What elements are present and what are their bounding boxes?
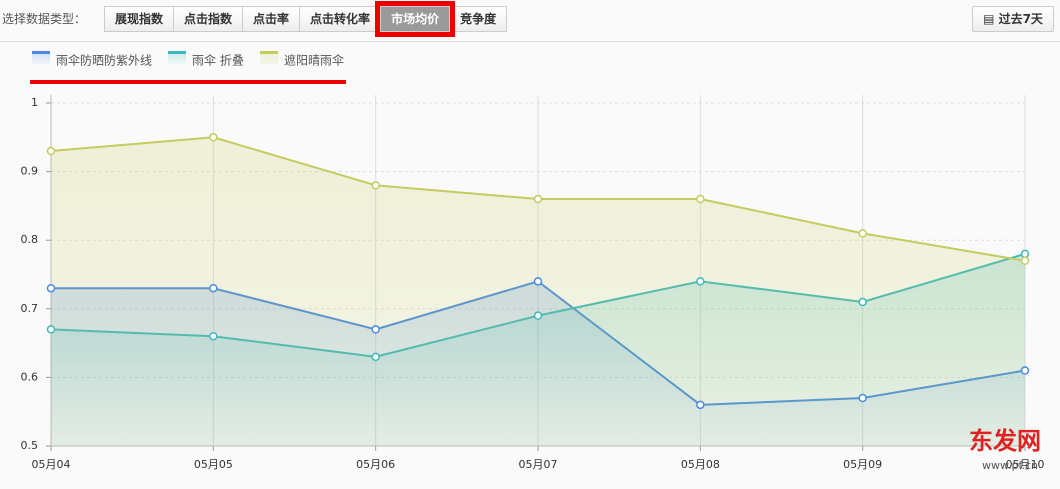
point	[46, 146, 56, 156]
point	[371, 181, 380, 190]
y-tick-label: 0.7	[21, 302, 39, 315]
toolbar-label: 选择数据类型：	[2, 12, 87, 26]
point	[371, 352, 380, 362]
tab[interactable]: 点击转化率	[299, 6, 382, 32]
point	[858, 297, 867, 307]
x-tick-label: 05月09	[843, 458, 882, 471]
y-tick-label: 1	[31, 96, 38, 109]
point	[1020, 249, 1030, 259]
point	[46, 283, 56, 293]
range-button-label: 过去7天	[998, 12, 1043, 26]
y-tick-label: 0.6	[21, 370, 39, 383]
x-tick-label: 05月08	[681, 458, 720, 471]
x-tick-label: 05月07	[519, 458, 558, 471]
highlight-underline	[30, 80, 346, 84]
tab[interactable]: 展现指数	[104, 6, 175, 32]
legend-label: 雨伞防晒防紫外线	[56, 53, 152, 68]
tabs: 展现指数 点击指数 点击率 点击转化率 市场均价 竞争度	[104, 1, 508, 37]
point	[209, 283, 218, 293]
point	[1020, 256, 1030, 266]
legend-swatch-top	[32, 51, 50, 54]
point	[371, 325, 380, 334]
point	[533, 277, 543, 286]
legend-swatch-top	[260, 51, 278, 54]
legend-swatch-top	[168, 51, 186, 54]
point	[533, 194, 543, 204]
point	[696, 400, 705, 410]
point	[1020, 366, 1030, 375]
point	[858, 229, 867, 238]
point	[209, 133, 218, 142]
legend-swatch	[260, 52, 278, 64]
tab[interactable]: 市场均价	[375, 1, 456, 37]
y-tick-label: 0.9	[21, 165, 39, 178]
x-tick-label: 05月05	[194, 458, 233, 471]
x-tick-label: 05月06	[356, 458, 395, 471]
y-tick-label: 0.5	[21, 439, 39, 452]
point	[209, 331, 218, 341]
area	[51, 137, 1025, 447]
legend-swatch	[168, 52, 186, 64]
legend-label: 雨伞 折叠	[192, 53, 244, 68]
watermark: 东发网 www.pf.cn	[969, 427, 1041, 472]
point	[858, 393, 867, 403]
point	[696, 277, 705, 286]
legend-label: 遮阳晴雨伞	[284, 53, 344, 68]
tab[interactable]: 竞争度	[449, 6, 508, 32]
tab[interactable]: 点击指数	[173, 6, 244, 32]
point	[46, 325, 56, 334]
point	[696, 194, 705, 204]
point	[533, 311, 543, 320]
range-button[interactable]: ▤ 过去7天	[972, 6, 1054, 32]
tab[interactable]: 点击率	[242, 6, 301, 32]
x-tick-label: 05月04	[32, 458, 71, 471]
watermark-name: 东发网	[969, 427, 1041, 455]
y-tick-label: 0.8	[21, 233, 39, 246]
watermark-url: www.pf.cn	[982, 459, 1038, 472]
toolbar: 选择数据类型： 展现指数 点击指数 点击率 点击转化率 市场均价 竞争度 ▤ 过去7天	[0, 0, 1060, 42]
x-tick-label: 05月10	[1006, 458, 1045, 471]
legend-swatch	[32, 52, 50, 64]
